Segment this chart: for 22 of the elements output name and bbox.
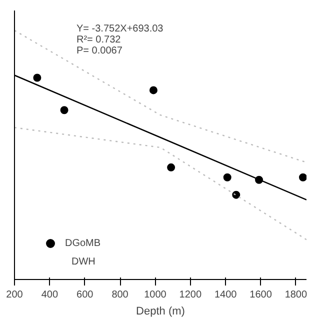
x-axis-title: Depth (m) — [136, 306, 185, 318]
point — [223, 173, 232, 182]
x-tick-label: 400 — [41, 290, 58, 300]
point — [60, 106, 68, 114]
x-tick-label: 200 — [6, 290, 24, 300]
x-tick-label: 600 — [76, 290, 94, 300]
annotation: P= 0.0067 — [76, 46, 123, 56]
x-tick-label: 800 — [112, 290, 129, 300]
point — [232, 190, 240, 199]
point — [167, 163, 176, 172]
point — [149, 86, 158, 94]
annotation: DWH — [72, 256, 96, 268]
annotation: Y= -3.752X+693.03 — [76, 24, 164, 34]
point — [298, 173, 306, 182]
x-tick-label: 1000 — [144, 290, 167, 300]
x-tick-label: 1800 — [284, 290, 308, 300]
x-tick-label: 1600 — [250, 290, 272, 300]
annotation: R²= 0.732 — [76, 34, 122, 46]
point — [33, 74, 42, 82]
x-tick-label: 1400 — [214, 290, 238, 300]
x-tick-label: 1200 — [179, 290, 202, 300]
legend-label: DGoMB — [65, 238, 101, 248]
